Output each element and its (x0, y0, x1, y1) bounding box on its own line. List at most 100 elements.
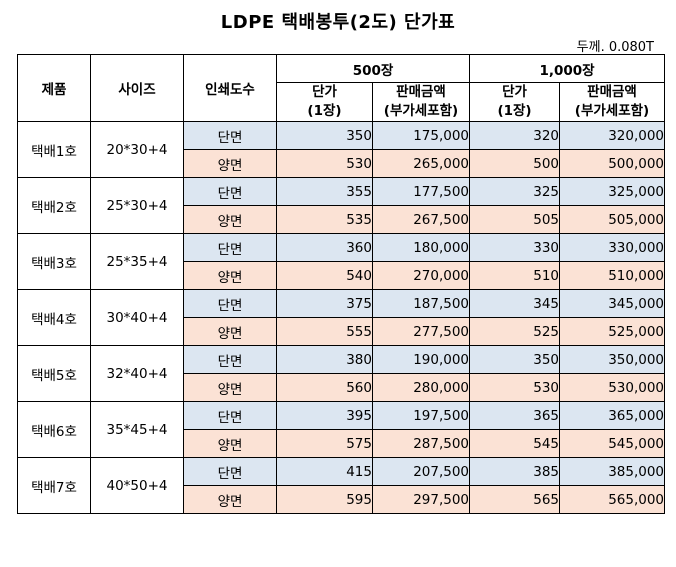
product-name: 택배4호 (17, 289, 91, 346)
product-size: 35*45+4 (90, 401, 184, 458)
unit-price-500: 575 (276, 429, 373, 458)
unit-price-500: 395 (276, 401, 373, 430)
header-print-sides: 인쇄도수 (183, 54, 277, 122)
unit-price-500: 530 (276, 149, 373, 178)
header-sale-amount-1000: 판매금액 (부가세포함) (559, 82, 666, 122)
header-product: 제품 (17, 54, 91, 122)
unit-price-1000: 325 (469, 177, 561, 206)
unit-price-1000: 565 (469, 485, 561, 514)
unit-price-1000: 320 (469, 121, 561, 150)
product-name: 택배7호 (17, 457, 91, 514)
sale-amount-500: 287,500 (371, 429, 471, 458)
print-option: 단면 (183, 289, 277, 318)
print-option: 양면 (183, 429, 277, 458)
sale-amount-1000: 330,000 (559, 233, 666, 262)
unit-price-1000: 500 (469, 149, 561, 178)
table-row: 양면 540 270,000 510 510,000 (18, 261, 666, 290)
table-row: 양면 595 297,500 565 565,000 (18, 485, 666, 514)
table-row: 양면 555 277,500 525 525,000 (18, 317, 666, 346)
sale-amount-1000: 385,000 (559, 457, 666, 486)
sale-amount-1000: 320,000 (559, 121, 666, 150)
thickness-note: 두께. 0.080T (576, 40, 654, 55)
unit-price-500: 555 (276, 317, 373, 346)
unit-price-1000: 345 (469, 289, 561, 318)
table-row: 양면 530 265,000 500 500,000 (18, 149, 666, 178)
sale-amount-500: 190,000 (371, 345, 471, 374)
header-unit-price-500: 단가 (1장) (276, 82, 373, 122)
product-size: 40*50+4 (90, 457, 184, 514)
table-row: 택배3호 25*35+4 단면 360 180,000 330 330,000 (17, 233, 666, 290)
unit-price-1000: 545 (469, 429, 561, 458)
header-qty-500: 500장 (275, 54, 471, 83)
product-size: 32*40+4 (90, 345, 184, 402)
table-row: 택배5호 32*40+4 단면 380 190,000 350 350,000 (17, 345, 666, 402)
unit-price-500: 415 (276, 457, 373, 486)
table-body: 택배1호 20*30+4 단면 350 175,000 320 320,000 양면 530 26… (17, 121, 666, 514)
unit-price-500: 380 (276, 345, 373, 374)
print-option: 단면 (183, 457, 277, 486)
sale-amount-500: 197,500 (371, 401, 471, 430)
unit-price-1000: 330 (469, 233, 561, 262)
print-option: 단면 (183, 401, 277, 430)
product-size: 25*35+4 (90, 233, 184, 290)
header-unit-price-line1: 단가 (502, 84, 527, 100)
table-row: 양면 535 267,500 505 505,000 (18, 205, 666, 234)
header-qty-1000: 1,000장 (469, 54, 666, 83)
sale-amount-1000: 350,000 (559, 345, 666, 374)
print-option: 양면 (183, 373, 277, 402)
print-option: 양면 (183, 149, 277, 178)
print-option: 단면 (183, 177, 277, 206)
product-name: 택배6호 (17, 401, 91, 458)
table-row: 택배1호 20*30+4 단면 350 175,000 320 320,000 (17, 121, 666, 178)
print-option: 단면 (183, 233, 277, 262)
sale-amount-1000: 565,000 (559, 485, 666, 514)
sale-amount-500: 297,500 (371, 485, 471, 514)
table-row: 택배2호 25*30+4 단면 355 177,500 325 325,000 (17, 177, 666, 234)
unit-price-500: 360 (276, 233, 373, 262)
product-name: 택배2호 (17, 177, 91, 234)
header-sale-amount-500: 판매금액 (부가세포함) (371, 82, 471, 122)
unit-price-1000: 530 (469, 373, 561, 402)
header-sale-amount-line1: 판매금액 (587, 84, 637, 100)
product-size: 25*30+4 (90, 177, 184, 234)
sale-amount-500: 265,000 (371, 149, 471, 178)
sale-amount-1000: 525,000 (559, 317, 666, 346)
product-name: 택배1호 (17, 121, 91, 178)
sale-amount-1000: 530,000 (559, 373, 666, 402)
unit-price-500: 540 (276, 261, 373, 290)
sale-amount-1000: 365,000 (559, 401, 666, 430)
sale-amount-500: 280,000 (371, 373, 471, 402)
unit-price-1000: 385 (469, 457, 561, 486)
header-sale-amount-line2: (부가세포함) (383, 103, 459, 119)
sale-amount-1000: 345,000 (559, 289, 666, 318)
unit-price-1000: 365 (469, 401, 561, 430)
sale-amount-500: 175,000 (371, 121, 471, 150)
header-sale-amount-line2: (부가세포함) (574, 103, 650, 119)
sale-amount-1000: 500,000 (559, 149, 666, 178)
table-row: 택배7호 40*50+4 단면 415 207,500 385 385,000 (17, 457, 666, 514)
print-option: 양면 (183, 205, 277, 234)
table-row: 양면 575 287,500 545 545,000 (18, 429, 666, 458)
header-unit-price-1000: 단가 (1장) (469, 82, 561, 122)
print-option: 양면 (183, 317, 277, 346)
header-sale-amount-line1: 판매금액 (396, 84, 446, 100)
unit-price-1000: 525 (469, 317, 561, 346)
unit-price-500: 375 (276, 289, 373, 318)
sale-amount-500: 270,000 (371, 261, 471, 290)
sale-amount-1000: 545,000 (559, 429, 666, 458)
print-option: 단면 (183, 345, 277, 374)
unit-price-1000: 510 (469, 261, 561, 290)
product-size: 20*30+4 (90, 121, 184, 178)
sale-amount-500: 277,500 (371, 317, 471, 346)
header-unit-price-line2: (1장) (307, 103, 342, 119)
product-name: 택배5호 (17, 345, 91, 402)
unit-price-500: 355 (276, 177, 373, 206)
print-option: 양면 (183, 261, 277, 290)
sale-amount-500: 267,500 (371, 205, 471, 234)
unit-price-1000: 350 (469, 345, 561, 374)
sale-amount-500: 177,500 (371, 177, 471, 206)
sale-amount-1000: 505,000 (559, 205, 666, 234)
unit-price-1000: 505 (469, 205, 561, 234)
sale-amount-500: 207,500 (371, 457, 471, 486)
sale-amount-500: 180,000 (371, 233, 471, 262)
